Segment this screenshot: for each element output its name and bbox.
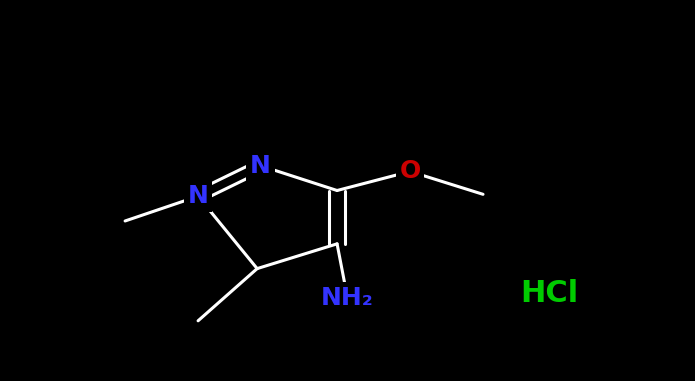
Text: HCl: HCl xyxy=(520,279,578,308)
Text: O: O xyxy=(400,160,420,183)
Text: N: N xyxy=(188,184,208,208)
Text: NH₂: NH₂ xyxy=(321,286,374,310)
Text: N: N xyxy=(250,154,271,178)
